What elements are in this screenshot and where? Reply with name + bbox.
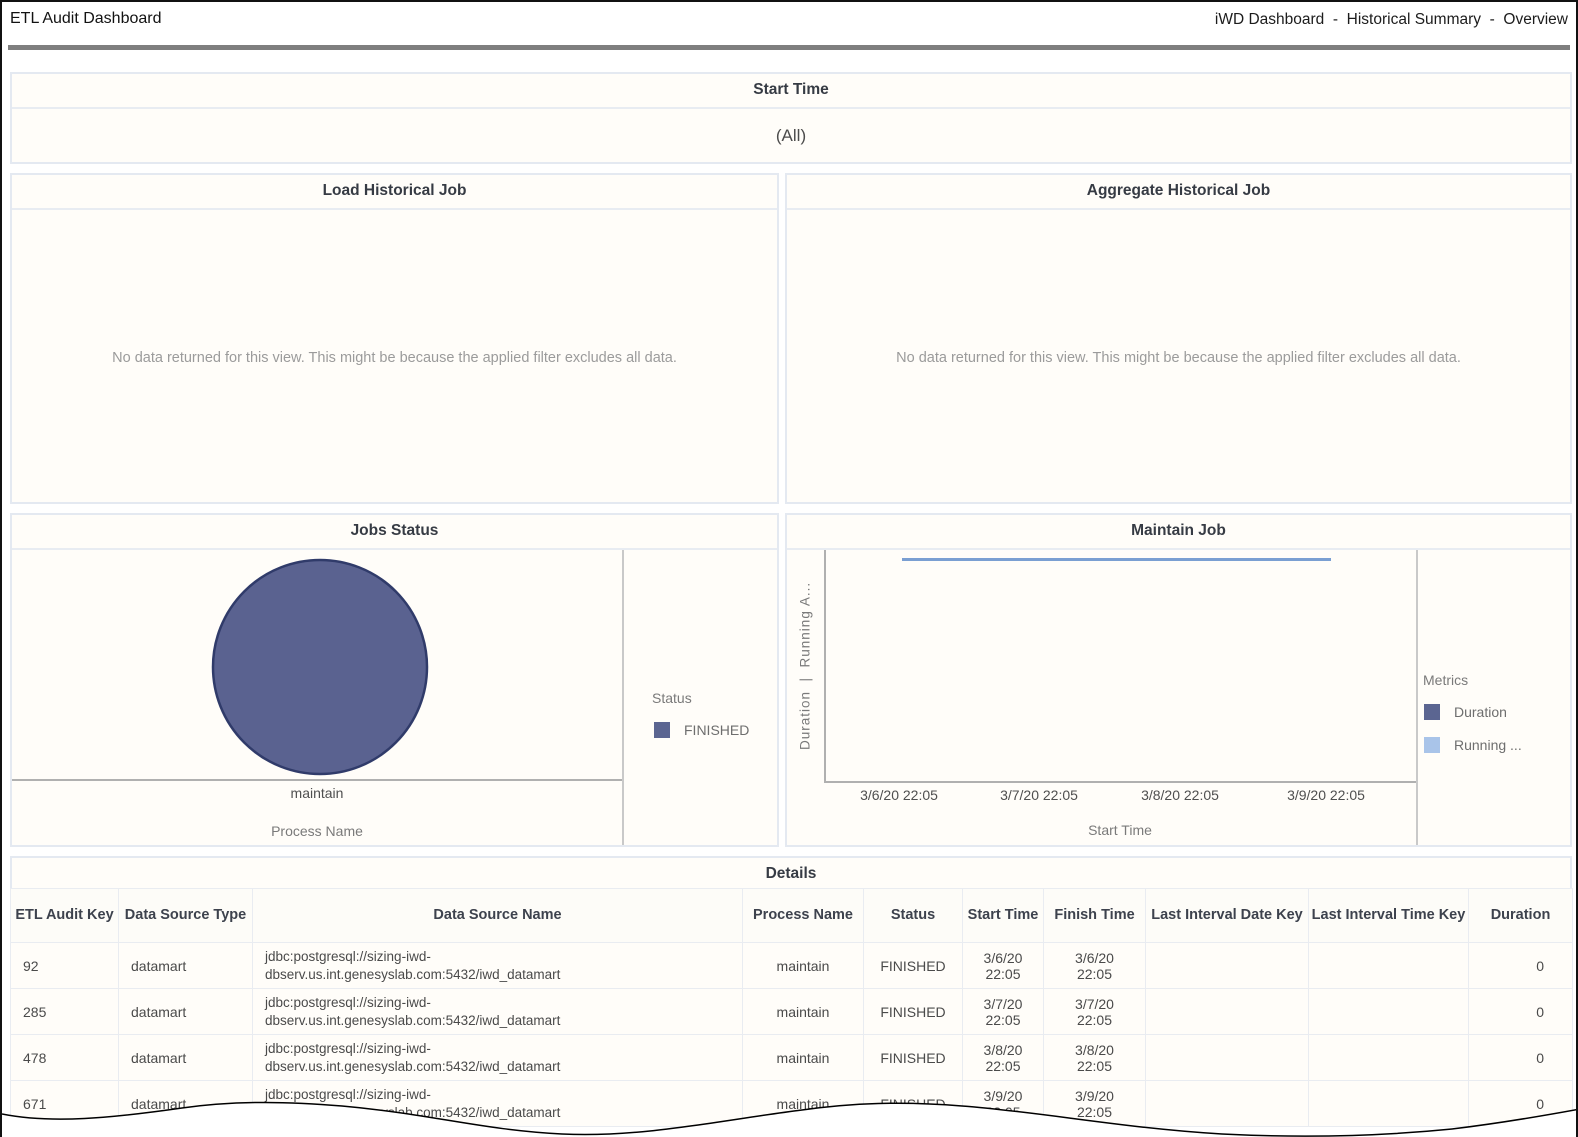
cell-data-source-name: jdbc:postgresql://sizing-iwd- dbserv.us.… [252,988,743,1035]
cell-start-time: 3/8/20 22:05 [962,1034,1044,1081]
cell-data-source-name: jdbc:postgresql://sizing-iwd- dbserv.us.… [252,1034,743,1081]
cell-status: FINISHED [863,988,963,1035]
cell-last-interval-time-key [1308,1034,1469,1081]
cell-data-source-type: datamart [118,1080,253,1127]
no-data-message: No data returned for this view. This mig… [896,350,1461,366]
cell-finish-time: 3/8/20 22:05 [1043,1034,1146,1081]
cell-finish-time: 3/6/20 22:05 [1043,942,1146,989]
cell-process-name: maintain [742,988,864,1035]
cell-etl-audit-key: 478 [10,1034,119,1081]
col-header-finish-time[interactable]: Finish Time [1043,888,1146,943]
x-tick: 3/6/20 22:05 [860,787,938,803]
cell-data-source-name: jdbc:postgresql://sizing-iwd- dbserv.us.… [252,942,743,989]
details-title: Details [10,856,1572,888]
cell-last-interval-date-key [1145,988,1309,1035]
legend-divider [622,550,624,845]
col-header-status[interactable]: Status [863,888,963,943]
cell-data-source-type: datamart [118,942,253,989]
table-header-row: ETL Audit Key Data Source Type Data Sour… [10,888,1573,943]
cell-etl-audit-key: 285 [10,988,119,1035]
legend-item-running[interactable]: Running ... [1424,737,1522,753]
x-axis-line [824,781,1416,783]
cell-process-name: maintain [742,1080,864,1127]
load-historical-job-title: Load Historical Job [12,175,777,210]
col-header-last-interval-date-key[interactable]: Last Interval Date Key [1145,888,1309,943]
category-axis-line [12,779,622,781]
cell-data-source-type: datamart [118,1034,253,1081]
finished-swatch-icon [654,722,670,738]
jobs-status-title: Jobs Status [12,515,777,550]
category-label: maintain [290,785,344,801]
table-row[interactable]: 478 datamart jdbc:postgresql://sizing-iw… [10,1034,1573,1081]
cell-duration: 0 [1468,1080,1573,1127]
cell-last-interval-time-key [1308,942,1469,989]
cell-process-name: maintain [742,1034,864,1081]
details-table: ETL Audit Key Data Source Type Data Sour… [10,888,1573,1127]
header-divider [8,45,1570,50]
col-header-process-name[interactable]: Process Name [742,888,864,943]
y-axis-title: Duration | Running A... [797,581,813,751]
filter-title: Start Time [12,74,1570,109]
x-tick: 3/8/20 22:05 [1141,787,1219,803]
cell-etl-audit-key: 92 [10,942,119,989]
cell-duration: 0 [1468,1034,1573,1081]
status-legend-title: Status [652,690,692,706]
cell-start-time: 3/7/20 22:05 [962,988,1044,1035]
col-header-duration[interactable]: Duration [1468,888,1573,943]
cell-duration: 0 [1468,988,1573,1035]
cell-data-source-type: datamart [118,988,253,1035]
cell-last-interval-date-key [1145,1034,1309,1081]
jobs-status-panel: Jobs Status maintain Process Name Status… [10,513,779,847]
pie-slice-finished[interactable] [211,558,429,776]
x-tick: 3/9/20 22:05 [1287,787,1365,803]
cell-status: FINISHED [863,942,963,989]
cell-etl-audit-key: 671 [10,1080,119,1127]
metrics-legend-title: Metrics [1423,672,1469,688]
legend-item-finished[interactable]: FINISHED [654,722,749,738]
cell-start-time: 3/9/20 22:05 [962,1080,1044,1127]
cell-finish-time: 3/9/20 22:05 [1043,1080,1146,1127]
maintain-job-title: Maintain Job [787,515,1570,550]
jobs-status-pie-chart [211,558,429,776]
no-data-message: No data returned for this view. This mig… [112,350,677,366]
table-row[interactable]: 92 datamart jdbc:postgresql://sizing-iwd… [10,942,1573,989]
cell-data-source-name: jdbc:postgresql://sizing-iwd- dbserv.us.… [252,1080,743,1127]
col-header-data-source-name[interactable]: Data Source Name [252,888,743,943]
duration-swatch-icon [1424,704,1440,720]
load-historical-job-panel: Load Historical Job No data returned for… [10,173,779,504]
legend-divider [1416,550,1418,845]
x-axis-title: Process Name [271,823,363,839]
cell-status: FINISHED [863,1080,963,1127]
y-axis-line [824,550,826,783]
aggregate-historical-job-panel: Aggregate Historical Job No data returne… [785,173,1572,504]
col-header-data-source-type[interactable]: Data Source Type [118,888,253,943]
cell-status: FINISHED [863,1034,963,1081]
running-swatch-icon [1424,737,1440,753]
start-time-filter-value[interactable]: (All) [775,125,807,145]
cell-process-name: maintain [742,942,864,989]
col-header-last-interval-time-key[interactable]: Last Interval Time Key [1308,888,1469,943]
cell-last-interval-time-key [1308,1080,1469,1127]
cell-last-interval-time-key [1308,988,1469,1035]
cell-last-interval-date-key [1145,1080,1309,1127]
col-header-start-time[interactable]: Start Time [962,888,1044,943]
cell-finish-time: 3/7/20 22:05 [1043,988,1146,1035]
start-time-filter-panel: Start Time (All) [10,72,1572,164]
cell-duration: 0 [1468,942,1573,989]
page-title: ETL Audit Dashboard [10,10,162,27]
col-header-etl-audit-key[interactable]: ETL Audit Key [10,888,119,943]
maintain-job-panel: Maintain Job Duration | Running A... 3/6… [785,513,1572,847]
cell-start-time: 3/6/20 22:05 [962,942,1044,989]
cell-last-interval-date-key [1145,942,1309,989]
x-axis-title: Start Time [1088,822,1152,838]
x-tick: 3/7/20 22:05 [1000,787,1078,803]
table-row[interactable]: 285 datamart jdbc:postgresql://sizing-iw… [10,988,1573,1035]
breadcrumb: iWD Dashboard - Historical Summary - Ove… [1214,11,1568,28]
table-row[interactable]: 671 datamart jdbc:postgresql://sizing-iw… [10,1080,1573,1127]
window-header: ETL Audit Dashboard iWD Dashboard - Hist… [2,2,1576,45]
aggregate-historical-job-title: Aggregate Historical Job [787,175,1570,210]
running-series-line[interactable] [902,558,1331,561]
legend-item-duration[interactable]: Duration [1424,704,1507,720]
